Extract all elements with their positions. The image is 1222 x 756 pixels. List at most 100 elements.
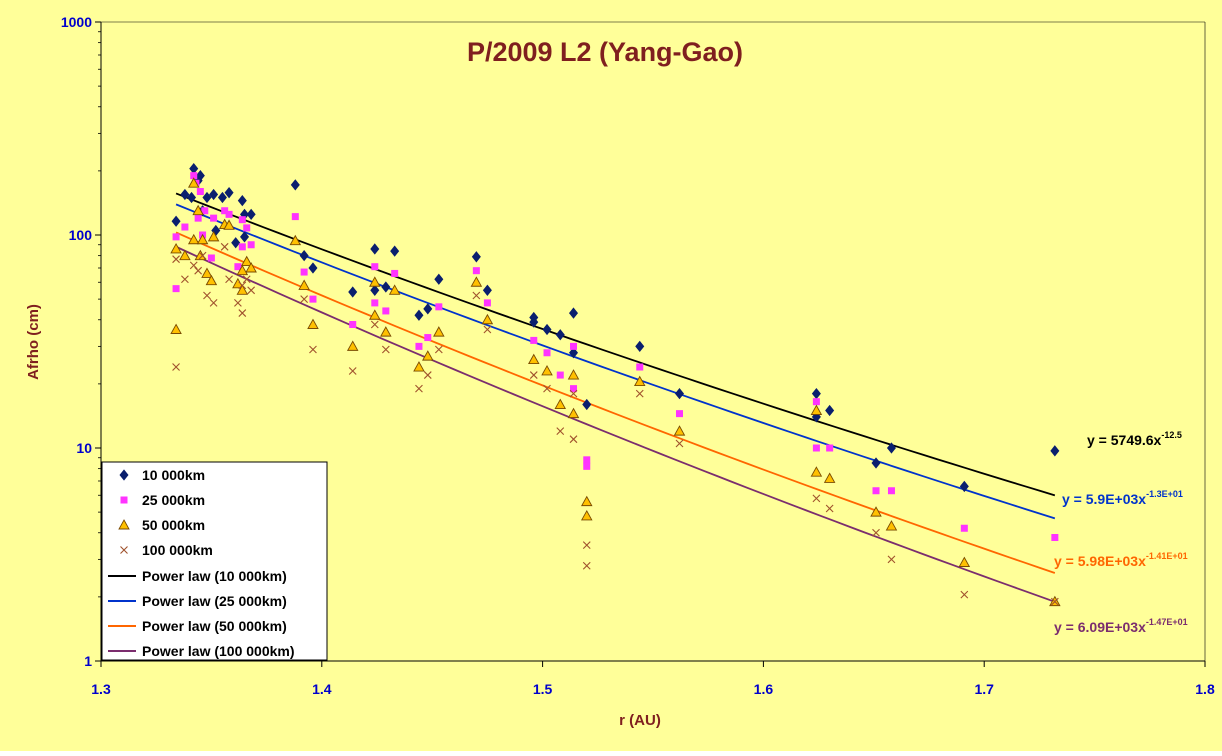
point-series-1: [246, 208, 256, 220]
legend-fit-label-1: Power law (10 000km): [142, 568, 287, 584]
point-series-4: [529, 371, 538, 379]
point-series-4: [423, 371, 432, 379]
point-series-2: [636, 363, 644, 371]
point-series-1: [381, 281, 391, 293]
y-tick-label: 1000: [61, 14, 92, 30]
point-series-3: [870, 506, 882, 517]
legend-fit-label-3: Power law (50 000km): [142, 618, 287, 634]
chart-title: P/2009 L2 (Yang-Gao): [467, 37, 743, 67]
point-series-1: [171, 215, 181, 227]
legend-label-1: 10 000km: [142, 467, 205, 483]
point-series-3: [528, 353, 540, 365]
point-series-1: [529, 316, 539, 328]
y-tick-label: 1: [84, 653, 92, 669]
point-series-2: [675, 410, 683, 418]
point-series-3: [567, 369, 580, 380]
point-series-2: [424, 334, 432, 342]
point-series-3: [481, 313, 494, 325]
point-series-3: [673, 425, 686, 436]
point-series-4: [242, 275, 251, 284]
point-series-2: [210, 214, 218, 222]
point-series-2: [435, 303, 443, 311]
point-series-4: [1050, 597, 1059, 606]
point-series-4: [234, 299, 242, 307]
point-series-3: [223, 219, 235, 230]
point-series-4: [887, 555, 896, 564]
point-series-4: [238, 309, 247, 317]
fit-equation-2: y = 5.9E+03x-1.3E+01: [1062, 489, 1183, 507]
point-series-1: [195, 169, 205, 182]
point-series-2: [887, 487, 895, 495]
point-series-4: [309, 345, 317, 354]
point-series-2: [371, 263, 379, 271]
point-series-4: [569, 435, 578, 444]
y-tick-label: 100: [69, 227, 93, 243]
point-series-3: [580, 509, 593, 521]
point-series-2: [238, 216, 246, 224]
point-series-1: [217, 191, 227, 204]
point-series-2: [583, 462, 591, 470]
point-series-1: [299, 250, 309, 262]
point-series-3: [207, 230, 220, 242]
point-series-3: [179, 249, 191, 261]
point-series-4: [203, 291, 211, 300]
point-series-2: [483, 299, 491, 307]
legend-fit-label-4: Power law (100 000km): [142, 643, 295, 659]
point-series-4: [635, 389, 644, 398]
legend-box: [101, 461, 328, 661]
point-series-3: [823, 472, 836, 483]
point-series-2: [194, 214, 202, 222]
point-series-3: [885, 520, 898, 531]
point-series-2: [238, 243, 246, 251]
point-series-4: [238, 281, 247, 290]
point-series-3: [433, 326, 445, 337]
point-series-1: [886, 442, 896, 454]
legend-marker-1: [119, 469, 129, 481]
point-series-2: [291, 213, 299, 221]
point-series-2: [391, 269, 399, 277]
legend-marker-3: [118, 519, 130, 530]
point-series-2: [415, 342, 423, 350]
point-series-1: [434, 273, 444, 285]
point-series-3: [187, 233, 200, 245]
fit-line-3: [175, 231, 1056, 574]
point-series-3: [289, 234, 302, 246]
fit-equations: y = 5749.6x-12.5 y = 5.9E+03x-1.3E+01 y = …: [1054, 430, 1188, 635]
point-series-3: [240, 255, 253, 267]
point-series-4: [300, 295, 309, 304]
legend-label-4: 100 000km: [142, 542, 213, 558]
point-series-1: [231, 237, 241, 249]
fit-equation-3: y = 5.98E+03x-1.41E+01: [1054, 551, 1188, 569]
point-series-4: [825, 504, 834, 513]
point-series-1: [568, 347, 579, 359]
point-series-1: [414, 309, 424, 321]
point-series-3: [380, 326, 392, 337]
fit-line-1: [175, 192, 1056, 497]
point-series-1: [1050, 445, 1060, 457]
point-series-2: [243, 224, 251, 232]
point-series-3: [470, 276, 483, 287]
point-series-1: [209, 188, 219, 201]
point-series-4: [381, 345, 390, 354]
point-series-1: [825, 404, 835, 417]
point-series-1: [180, 188, 190, 201]
point-series-1: [582, 398, 592, 411]
point-series-4: [209, 299, 218, 307]
point-series-4: [172, 255, 180, 264]
point-series-4: [543, 384, 551, 393]
legend-label-3: 50 000km: [142, 517, 205, 533]
point-series-4: [370, 320, 379, 329]
point-series-3: [201, 267, 213, 278]
point-series-2: [207, 254, 215, 262]
point-series-2: [201, 207, 209, 215]
point-series-3: [810, 466, 823, 477]
fit-line-2: [175, 203, 1056, 520]
point-series-2: [196, 188, 204, 196]
point-series-2: [960, 524, 968, 532]
point-series-4: [675, 439, 684, 448]
y-axis-label: Afrho (cm): [25, 304, 42, 380]
point-series-1: [568, 307, 579, 319]
point-series-2: [570, 342, 578, 350]
point-series-3: [369, 309, 381, 320]
